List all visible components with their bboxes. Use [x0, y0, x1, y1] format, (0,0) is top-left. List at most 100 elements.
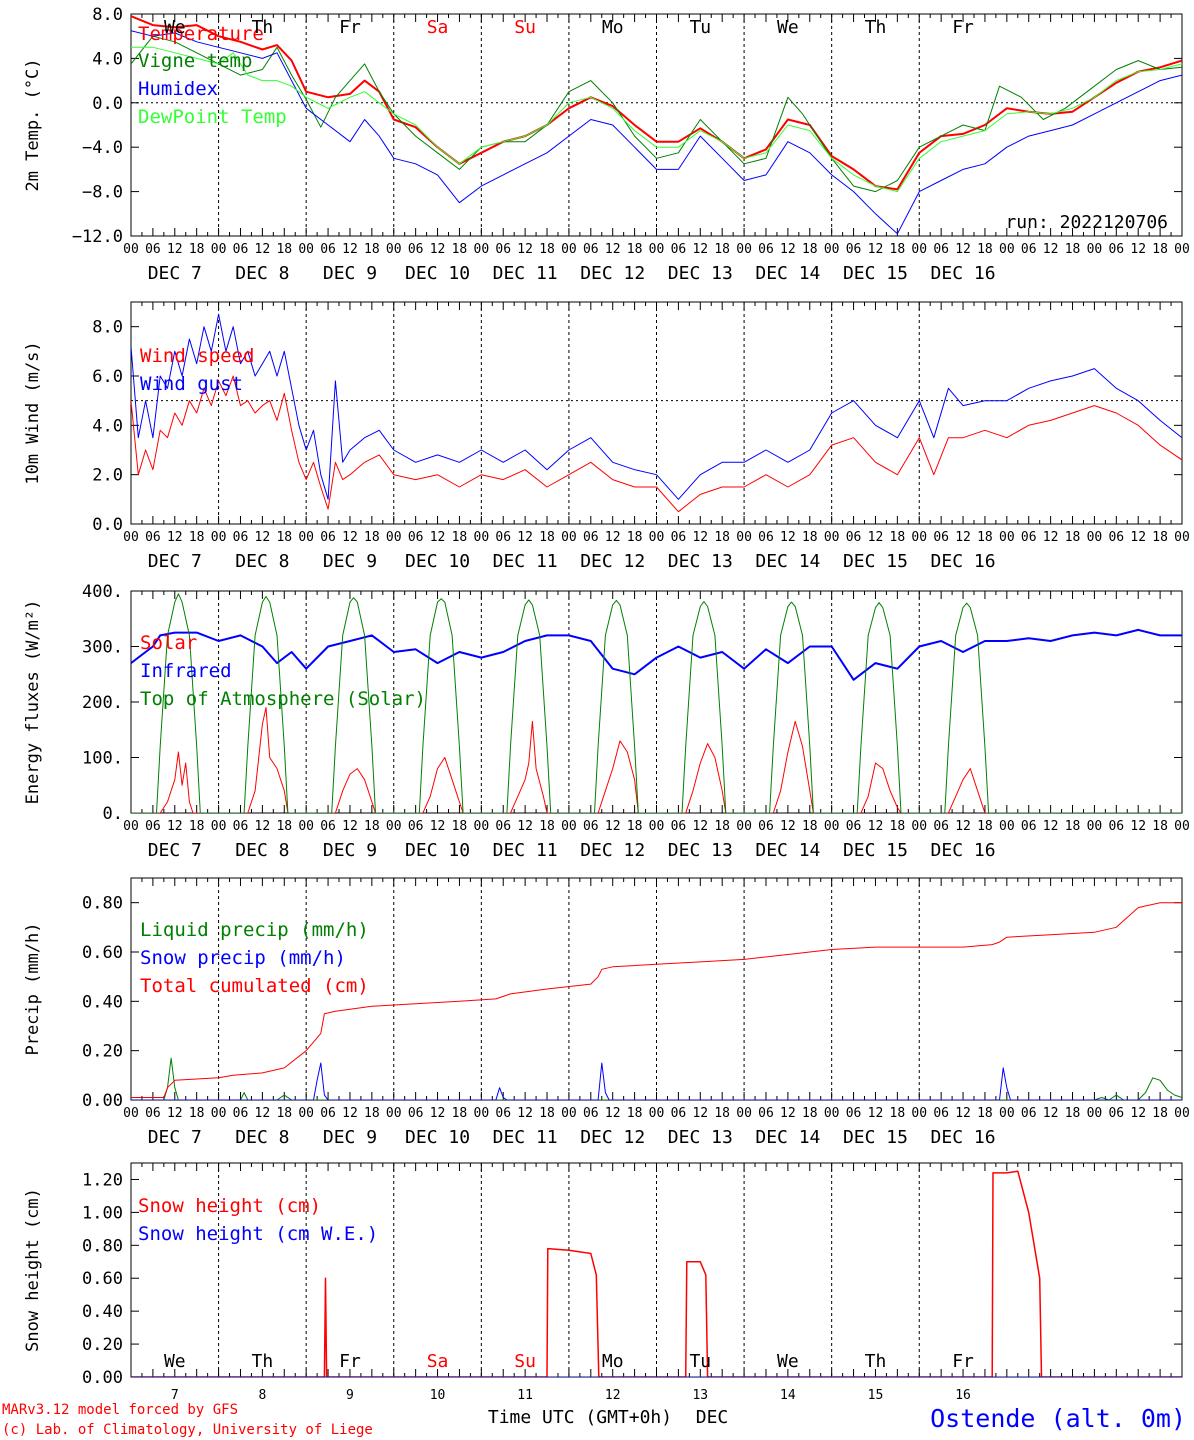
- weekday-label: Th: [252, 17, 274, 38]
- y-tick-label: 0.40: [82, 1302, 123, 1322]
- series-top-of-atmosphere-solar-line: [131, 593, 1182, 813]
- series-group: [131, 902, 1182, 1100]
- x-hour-label: 18: [189, 530, 205, 545]
- date-label: DEC 10: [405, 551, 470, 572]
- x-hour-label: 06: [671, 530, 687, 545]
- date-label: DEC 16: [931, 1127, 996, 1148]
- y-tick-label: 300.: [82, 638, 123, 658]
- x-hour-label: 12: [1130, 819, 1146, 834]
- panel-5: 0.00 0.20 0.40 0.60 0.80 1.00 1.20 Snow height …: [23, 1162, 1183, 1403]
- x-hour-label: 00: [1174, 530, 1190, 545]
- x-hour-label: 18: [977, 1106, 993, 1121]
- x-hour-label: 18: [627, 530, 643, 545]
- x-hour-label: 00: [123, 1106, 139, 1121]
- x-hour-label: 06: [233, 819, 249, 834]
- x-hour-label: 06: [495, 242, 511, 257]
- y-axis-title: Snow height (cm): [23, 1188, 43, 1352]
- x-hour-label: 00: [298, 1106, 314, 1121]
- x-hour-label: 00: [123, 530, 139, 545]
- x-hour-label: 18: [1065, 530, 1081, 545]
- date-label: DEC 8: [235, 551, 289, 572]
- y-tick-label: 0.20: [82, 1042, 123, 1062]
- date-label: DEC 7: [148, 1127, 202, 1148]
- day-number-label: 15: [868, 1388, 884, 1403]
- date-label: DEC 12: [580, 551, 645, 572]
- panel-3: 0. 100. 200. 300. 400. Energy fluxes (W/m²) So…: [23, 582, 1190, 861]
- legend-entry: Wind speed: [140, 345, 254, 367]
- x-hour-label: 06: [846, 530, 862, 545]
- x-hour-label: 12: [517, 1106, 533, 1121]
- weekday-label: Fr: [339, 1351, 361, 1372]
- series-infrared-line: [131, 628, 1182, 681]
- date-label: DEC 12: [580, 1127, 645, 1148]
- weekday-label: Th: [252, 1351, 274, 1372]
- x-hour-label: 06: [1108, 1106, 1124, 1121]
- x-hour-label: 18: [539, 819, 555, 834]
- date-label: DEC 8: [235, 1127, 289, 1148]
- x-hour-label: 12: [605, 242, 621, 257]
- x-hour-label: 18: [1152, 530, 1168, 545]
- x-hour-label: 18: [802, 530, 818, 545]
- x-hour-label: 12: [692, 819, 708, 834]
- day-number-label: 8: [258, 1388, 266, 1403]
- y-tick-label: 400.: [82, 582, 123, 602]
- x-hour-label: 12: [1043, 242, 1059, 257]
- x-hour-label: 12: [1043, 819, 1059, 834]
- x-hour-label: 00: [1087, 1106, 1103, 1121]
- weekday-label: We: [164, 1351, 186, 1372]
- x-hour-label: 12: [167, 1106, 183, 1121]
- legend-entry: DewPoint Temp: [138, 106, 287, 128]
- weekday-label: Su: [514, 17, 536, 38]
- x-hour-label: 18: [802, 819, 818, 834]
- x-hour-label: 06: [495, 530, 511, 545]
- x-hour-label: 00: [736, 1106, 752, 1121]
- x-hour-label: 00: [123, 819, 139, 834]
- x-hour-label: 06: [846, 819, 862, 834]
- x-hour-label: 06: [145, 1106, 161, 1121]
- x-hour-label: 18: [890, 242, 906, 257]
- x-hour-label: 06: [495, 1106, 511, 1121]
- y-tick-label: 8.0: [92, 5, 123, 25]
- date-label: DEC 10: [405, 263, 470, 284]
- x-hour-label: 00: [824, 1106, 840, 1121]
- x-hour-label: 00: [211, 1106, 227, 1121]
- x-hour-label: 06: [758, 242, 774, 257]
- x-hour-label: 00: [999, 819, 1015, 834]
- x-hour-label: 18: [890, 1106, 906, 1121]
- date-label: DEC 13: [668, 1127, 733, 1148]
- x-hour-label: 18: [452, 1106, 468, 1121]
- weekday-label: Fr: [952, 17, 974, 38]
- date-label: DEC 8: [235, 840, 289, 861]
- date-label: DEC 9: [323, 1127, 377, 1148]
- x-hour-label: 06: [233, 242, 249, 257]
- series-vigne-temp-line: [131, 35, 1182, 193]
- x-hour-label: 00: [999, 1106, 1015, 1121]
- series-temperature-line: [131, 15, 1182, 191]
- x-hour-label: 18: [627, 1106, 643, 1121]
- date-label: DEC 13: [668, 551, 733, 572]
- x-hour-label: 00: [211, 819, 227, 834]
- y-tick-label: 200.: [82, 693, 123, 713]
- x-hour-label: 12: [1130, 530, 1146, 545]
- x-hour-label: 12: [342, 819, 358, 834]
- date-label: DEC 16: [931, 551, 996, 572]
- x-hour-label: 12: [255, 819, 271, 834]
- y-tick-label: 0.: [103, 804, 123, 824]
- y-axis-title: 2m Temp. (°C): [23, 58, 43, 191]
- x-hour-label: 06: [145, 242, 161, 257]
- legend-entry: Humidex: [138, 78, 218, 100]
- x-hour-label: 00: [561, 819, 577, 834]
- x-hour-label: 12: [255, 242, 271, 257]
- x-hour-label: 06: [145, 819, 161, 834]
- x-hour-label: 06: [495, 819, 511, 834]
- x-hour-label: 18: [364, 1106, 380, 1121]
- series-snow-precip-mm-h-line: [131, 1062, 1182, 1100]
- x-hour-label: 18: [452, 819, 468, 834]
- x-hour-label: 00: [123, 242, 139, 257]
- x-hour-label: 12: [780, 242, 796, 257]
- x-axis-month: DEC: [696, 1407, 729, 1428]
- legend-entry: Infrared: [140, 660, 232, 682]
- date-label: DEC 9: [323, 840, 377, 861]
- x-hour-label: 12: [255, 1106, 271, 1121]
- legend-entry: Snow height (cm W.E.): [138, 1223, 378, 1245]
